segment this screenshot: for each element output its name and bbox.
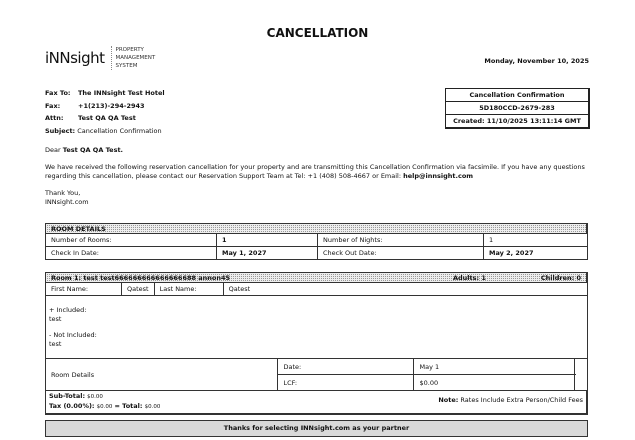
logo: iNNsight PROPERTY MANAGEMENT SYSTEM: [45, 46, 155, 70]
label: LCF:: [277, 374, 415, 391]
confirmation-created: Created: 11/10/2025 13:11:14 GMT: [453, 117, 581, 125]
total: $0.00: [144, 404, 161, 410]
fax-value: Test QA QA Test: [78, 114, 136, 122]
value: Qatest: [121, 283, 155, 295]
fax-value: +1(213)-294-2943: [78, 101, 145, 110]
note: Rates Include Extra Person/Child Fees: [460, 396, 583, 404]
value: $0.00: [413, 374, 576, 391]
value: May 1, 2027: [216, 246, 318, 260]
confirmation-box: Cancellation Confirmation 5D180CCD-2679-…: [445, 88, 590, 129]
label: Date:: [277, 358, 415, 375]
greeting: Dear: [45, 146, 61, 154]
value: May 1: [413, 358, 576, 375]
document-date: Monday, November 10, 2025: [484, 57, 589, 65]
logo-brand: iNNsight: [45, 49, 105, 67]
fax-label: Fax To:: [45, 89, 71, 97]
fax-value: Cancellation Confirmation: [77, 126, 162, 135]
confirmation-number: 5D180CCD-2679-283: [446, 102, 588, 115]
subtotal: $0.00: [87, 394, 103, 400]
value: May 2, 2027: [483, 246, 588, 260]
recipient-name: Test QA QA Test.: [62, 146, 124, 154]
label: Number of Nights:: [317, 233, 484, 247]
included-label: + Included:: [49, 306, 87, 314]
footer-banner: Thanks for selecting INNsight.com as you…: [45, 420, 588, 437]
tax-label: Tax (0.00%):: [49, 402, 95, 410]
label: Check Out Date:: [317, 246, 484, 260]
support-email[interactable]: help@innsight.com: [403, 172, 474, 180]
fax-info: Fax To: The INNsight Test Hotel Fax: +1(21…: [45, 87, 165, 137]
fax-label: Fax:: [45, 101, 61, 110]
label: Last Name:: [153, 283, 224, 295]
page-title: CANCELLATION: [266, 26, 369, 40]
room-details-header: ROOM DETAILS: [45, 223, 588, 234]
fax-label: Subject:: [45, 126, 76, 135]
label: Number of Rooms:: [45, 233, 217, 247]
room-table: Room 1: test test666666666666666688 anno…: [44, 272, 588, 415]
logo-sub: MANAGEMENT: [115, 55, 156, 61]
fax-label: Attn:: [45, 114, 64, 122]
not-included-value: test: [49, 339, 62, 348]
logo-sub: SYSTEM: [115, 63, 138, 69]
value: Qatest: [228, 285, 251, 293]
included-value: test: [49, 314, 62, 323]
label: Check In Date:: [45, 246, 217, 260]
children-count: Children: 0: [540, 273, 581, 282]
signature: INNsight.com: [45, 198, 89, 206]
logo-sub: PROPERTY: [115, 47, 144, 53]
room-title: Room 1: test test666666666666666688 anno…: [51, 273, 231, 282]
subtotal-label: Sub-Total:: [49, 392, 86, 400]
tax: $0.00: [96, 404, 113, 410]
label: First Name:: [46, 283, 122, 295]
adults-count: Adults: 1: [452, 273, 486, 282]
total-label: = Total:: [114, 402, 143, 410]
not-included-label: - Not Included:: [49, 331, 97, 339]
fax-value: The INNsight Test Hotel: [78, 89, 165, 97]
thanks: Thank You,: [45, 188, 81, 197]
letter-body: We have received the following reservati…: [45, 162, 585, 181]
room-details-table: ROOM DETAILS Number of Rooms: 1 Number of …: [45, 223, 588, 260]
room-details-label: Room Details: [44, 358, 279, 391]
value: 1: [483, 233, 588, 247]
room-header: Room 1: test test666666666666666688 anno…: [45, 272, 588, 283]
letter: Dear Test QA QA Test. We have received t…: [45, 146, 595, 215]
confirmation-title: Cancellation Confirmation: [446, 89, 588, 102]
value: 1: [216, 233, 318, 247]
note-label: Note:: [438, 396, 459, 404]
